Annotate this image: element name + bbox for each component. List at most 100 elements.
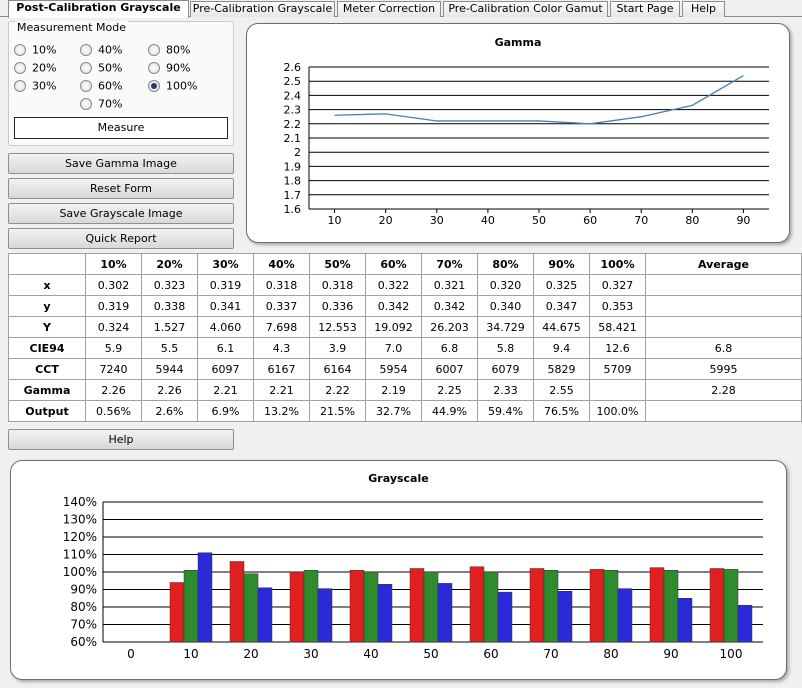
tab-post-calibration-grayscale[interactable]: Post-Calibration Grayscale [8,0,189,18]
y-tick-label: 120% [63,530,97,544]
average-cell [645,274,802,296]
tab-pre-calibration-grayscale[interactable]: Pre-Calibration Grayscale [190,1,335,17]
radio-90[interactable]: 90% [148,61,190,75]
table-cell: 0.320 [477,274,534,296]
grayscale-chart-title: Grayscale [368,472,429,485]
radio-70[interactable]: 70% [80,97,122,111]
row-label: CCT [8,358,86,380]
radio-10[interactable]: 10% [14,43,56,57]
measurement-mode-title: Measurement Mode [15,21,128,34]
save-gamma-image-button[interactable]: Save Gamma Image [8,153,234,174]
table-cell: 12.553 [309,316,366,338]
radio-20[interactable]: 20% [14,61,56,75]
table-cell: 4.060 [197,316,254,338]
radio-40[interactable]: 40% [80,43,122,57]
x-tick-label: 60 [583,214,597,227]
y-tick-label: 100% [63,565,97,579]
grayscale-bar [469,566,485,643]
grayscale-bar [183,570,199,643]
table-cell [589,379,646,401]
grayscale-bar [663,570,679,643]
radio-100[interactable]: 100% [148,79,197,93]
measurement-mode-group: Measurement Mode 10% 20% 30% 40% 50% 60%… [8,21,234,146]
grayscale-bar [737,605,753,643]
grayscale-bar [617,588,633,643]
grayscale-bar [723,569,739,643]
radio-circle-icon [80,98,92,110]
grayscale-bar [649,567,665,643]
table-cell: 5709 [589,358,646,380]
table-cell: 0.319 [85,295,142,317]
grayscale-bar [677,598,693,643]
table-cell: 6007 [421,358,478,380]
table-cell: 6097 [197,358,254,380]
table-cell: 19.092 [365,316,422,338]
table-cell: 5829 [533,358,590,380]
grayscale-bar [243,573,259,643]
table-cell: 2.21 [197,379,254,401]
table-cell: 0.56% [85,400,142,422]
table-cell: 1.527 [141,316,198,338]
column-header: 40% [253,253,310,275]
table-cell: 0.342 [365,295,422,317]
table-cell: 0.321 [421,274,478,296]
table-cell: 4.3 [253,337,310,359]
table-cell: 7.698 [253,316,310,338]
table-cell: 6.9% [197,400,254,422]
x-tick-label: 20 [243,647,258,661]
table-cell: 0.336 [309,295,366,317]
tab-help[interactable]: Help [682,1,725,17]
x-tick-label: 40 [363,647,378,661]
radio-label: 80% [166,43,191,57]
table-row: Gamma 2.26 2.26 2.21 2.21 2.22 2.19 2.25 2.33 2.5… [8,379,802,401]
table-cell: 0.322 [365,274,422,296]
help-button[interactable]: Help [8,429,234,450]
radio-label: 40% [98,43,123,57]
table-row: y 0.319 0.338 0.341 0.337 0.336 0.342 0.342 0.34… [8,295,802,317]
table-cell: 32.7% [365,400,422,422]
tab-meter-correction[interactable]: Meter Correction [337,1,441,17]
radio-circle-icon [14,80,26,92]
table-cell: 0.318 [309,274,366,296]
radio-circle-icon [80,80,92,92]
grayscale-bar [349,570,365,643]
reset-form-button[interactable]: Reset Form [8,178,234,199]
grayscale-bar [543,570,559,643]
tab-pre-calibration-color-gamut[interactable]: Pre-Calibration Color Gamut [443,1,608,17]
radio-80[interactable]: 80% [148,43,190,57]
y-tick-label: 90% [70,583,97,597]
radio-30[interactable]: 30% [14,79,56,93]
column-header: 70% [421,253,478,275]
radio-circle-icon [80,44,92,56]
y-tick-label: 2.6 [284,61,302,74]
grayscale-bar [483,571,499,643]
radio-label: 20% [32,61,57,75]
table-cell: 0.347 [533,295,590,317]
table-cell: 0.353 [589,295,646,317]
table-cell: 0.341 [197,295,254,317]
x-tick-label: 100 [720,647,743,661]
average-cell [645,316,802,338]
measure-button[interactable]: Measure [14,117,228,139]
quick-report-button[interactable]: Quick Report [8,228,234,249]
grayscale-bar [303,570,319,643]
table-cell: 13.2% [253,400,310,422]
grayscale-bar [423,571,439,643]
y-tick-label: 2 [294,146,301,159]
save-grayscale-image-button[interactable]: Save Grayscale Image [8,203,234,224]
row-label: x [8,274,86,296]
table-corner-cell [8,253,86,275]
x-tick-label: 90 [663,647,678,661]
x-tick-label: 20 [379,214,393,227]
table-cell: 2.19 [365,379,422,401]
column-header: 30% [197,253,254,275]
radio-50[interactable]: 50% [80,61,122,75]
y-tick-label: 2.4 [284,89,302,102]
y-tick-label: 110% [63,548,97,562]
tab-start-page[interactable]: Start Page [610,1,680,17]
radio-60[interactable]: 60% [80,79,122,93]
average-cell: 6.8 [645,337,802,359]
radio-circle-icon [148,62,160,74]
radio-circle-icon [148,44,160,56]
table-cell: 0.324 [85,316,142,338]
